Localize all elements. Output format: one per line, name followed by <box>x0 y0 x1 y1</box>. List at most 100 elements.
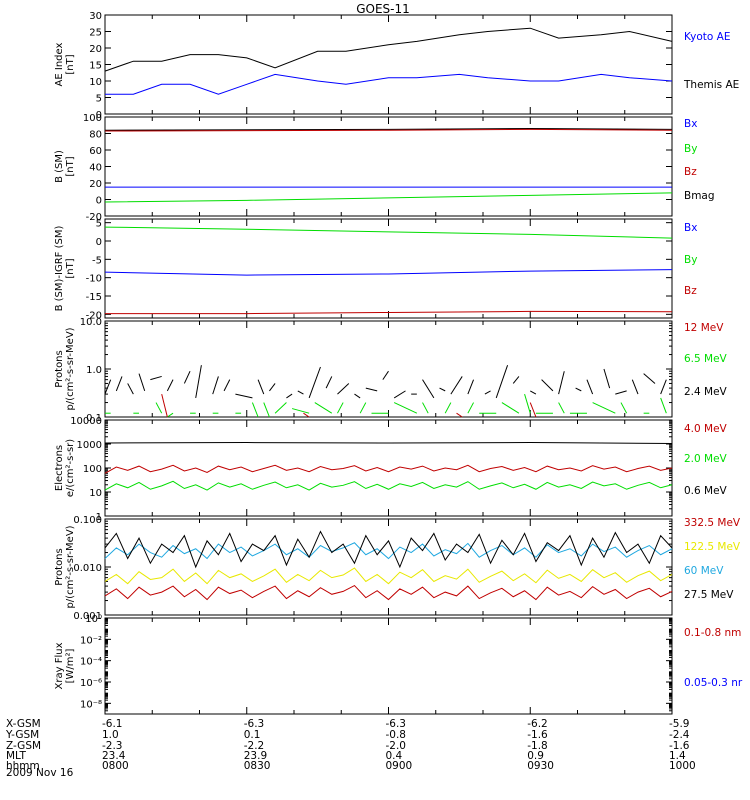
series-line <box>104 530 673 569</box>
series-segment <box>484 390 491 395</box>
ephemeris-value: -2.2 <box>244 740 265 752</box>
y-tick-label: 15 <box>89 61 102 72</box>
y-axis-label-line: e/(cm²-s-sr) <box>65 439 76 497</box>
panel-6: 0.0010.0100.100Protonsp/(cm²-s-sr-MeV)33… <box>54 515 741 622</box>
series-segment <box>524 393 531 414</box>
y-tick-label: 0 <box>96 110 102 121</box>
legend-entry: Bx <box>684 118 697 130</box>
series-segment <box>660 379 667 395</box>
ephemeris-value: -6.3 <box>386 718 407 730</box>
ephemeris-value: 1.0 <box>102 729 119 741</box>
panel-frame <box>104 320 673 418</box>
panel-frame <box>104 617 673 715</box>
legend-entry: 332.5 MeV <box>684 517 741 529</box>
legend-entry: Themis AE <box>683 79 739 91</box>
series-segment <box>558 371 565 395</box>
ephemeris-value: -2.4 <box>669 729 690 741</box>
ephemeris-value: 0830 <box>244 760 271 772</box>
ephemeris-value: -6.3 <box>244 718 265 730</box>
series-line <box>104 464 673 474</box>
legend-entry: 12 MeV <box>684 322 724 334</box>
series-segment <box>166 379 174 392</box>
series-segment <box>359 402 367 414</box>
panel-frame <box>104 14 673 115</box>
panel-4: 0.1 1.0 10.0 Protonsp/(cm²-s-sr-MeV) 12 MeV 6… <box>54 317 728 424</box>
figure-title: GOES-11 <box>356 2 410 16</box>
y-axis-label: Protonsp/(cm²-s-sr-MeV) <box>54 327 76 410</box>
y-tick-label: 0 <box>96 196 102 207</box>
y-axis-label: B (SM)[nT] <box>54 150 76 183</box>
legend-entry: 27.5 MeV <box>684 589 734 601</box>
legend-entry: 0.1-0.8 nm <box>684 627 741 639</box>
y-axis-label: Protonsp/(cm²-s-sr-MeV) <box>54 525 76 608</box>
ephemeris-value: -1.8 <box>527 740 548 752</box>
series-line <box>104 442 673 444</box>
ephemeris-value: 1000 <box>669 760 696 772</box>
y-tick-label: 10⁻⁶ <box>80 678 102 689</box>
series-segment <box>575 387 582 392</box>
series-segment <box>393 402 418 414</box>
y-tick-label: 1000 <box>77 440 102 451</box>
y-tick-label: -20 <box>86 212 102 223</box>
series-segment <box>422 379 435 399</box>
series-segment <box>223 379 231 392</box>
ephemeris-row-label: Y-GSM <box>5 729 39 741</box>
y-axis-label-line: B (SM)-IGRF (SM) <box>54 226 65 312</box>
y-tick-label: 60 <box>89 146 102 157</box>
series-segment <box>212 376 219 395</box>
y-tick-label: 100 <box>83 464 102 475</box>
series-line <box>104 480 673 491</box>
y-tick-label: 1 <box>96 512 102 523</box>
series-segment <box>263 402 270 418</box>
legend-entry: 4.0 MeV <box>684 423 728 435</box>
panel-2: -20 0 20 40 60 80 100 B (SM)[nT] Bx By Bz Bmag <box>54 113 715 223</box>
y-tick-label: 0.001 <box>73 611 102 622</box>
series-segment <box>337 383 350 395</box>
series-segment <box>183 370 191 384</box>
y-axis-label-line: Protons <box>54 548 65 585</box>
series-segment <box>512 376 520 384</box>
series-segment <box>286 393 293 399</box>
y-axis-label-line: [nT] <box>65 54 76 74</box>
series-segment <box>274 402 287 414</box>
legend-entry: Bz <box>684 166 697 178</box>
legend-entry: Bz <box>684 285 697 297</box>
series-segment <box>439 387 446 392</box>
panel-frame <box>104 218 673 319</box>
ephemeris-value: -0.8 <box>386 729 407 741</box>
y-axis-label: B (SM)-IGRF (SM)[nT] <box>54 226 76 312</box>
ephemeris-value: -1.6 <box>669 740 690 752</box>
y-tick-label: 0 <box>96 237 102 248</box>
series-segment <box>660 397 667 414</box>
y-axis-label-line: Electrons <box>54 445 65 491</box>
y-tick-label: 5 <box>96 219 102 230</box>
series-segment <box>138 373 146 392</box>
legend-entry: By <box>684 254 697 266</box>
series-segment <box>115 376 123 392</box>
y-tick-label: -10 <box>86 274 102 285</box>
y-tick-label: 10.0 <box>80 317 102 328</box>
series-segment <box>269 383 276 392</box>
series-segment <box>297 390 304 395</box>
series-segment <box>337 402 344 414</box>
y-tick-label: 10 <box>89 77 102 88</box>
series-segment <box>620 402 628 414</box>
ephemeris-value: 23.9 <box>244 750 267 762</box>
series-segment <box>155 402 163 414</box>
series-segment <box>501 402 520 414</box>
legend-entry: 2.4 MeV <box>684 386 728 398</box>
y-axis-label-line: p/(cm²-s-sr-MeV) <box>65 327 76 410</box>
ephemeris-value: -2.0 <box>386 740 407 752</box>
series-line <box>104 192 673 203</box>
legend-entry: 122.5 MeV <box>684 541 741 553</box>
series-segment <box>167 412 174 418</box>
y-axis-label-line: AE Index <box>54 42 65 86</box>
ephemeris-row-label: X-GSM <box>6 718 41 730</box>
series-segment <box>586 379 594 395</box>
y-axis-label: Electronse/(cm²-s-sr) <box>54 439 76 497</box>
y-axis-label-line: [nT] <box>65 156 76 176</box>
y-tick-label: 10⁰ <box>85 614 102 625</box>
series-segment <box>530 390 537 395</box>
